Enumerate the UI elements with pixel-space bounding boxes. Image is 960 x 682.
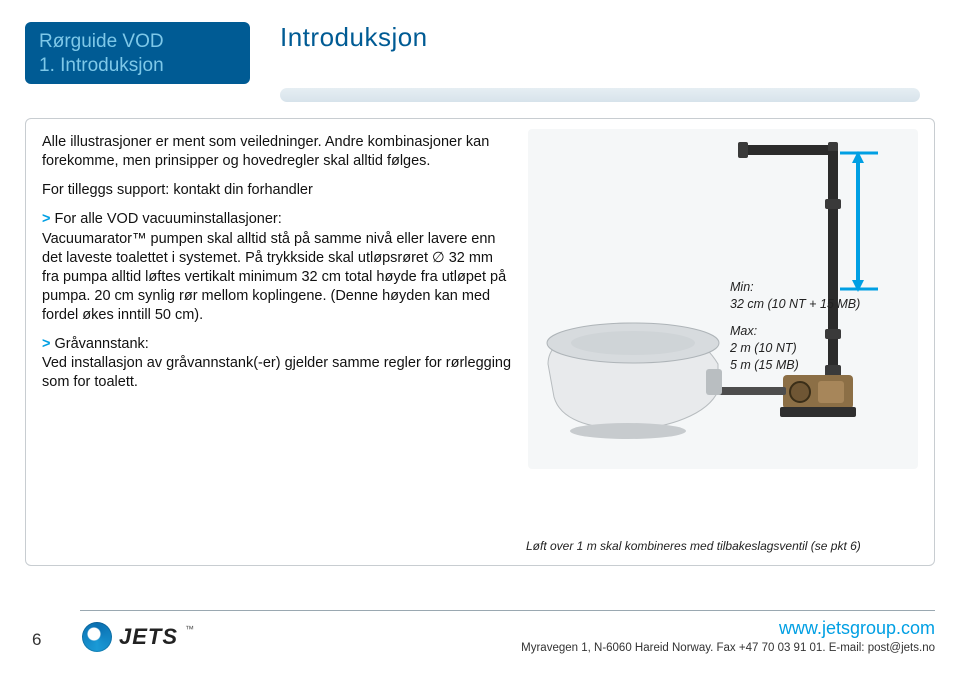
toilet-icon bbox=[547, 323, 722, 439]
page-number: 6 bbox=[32, 630, 41, 650]
logo-tm: ™ bbox=[185, 624, 194, 634]
header-tab: Rørguide VOD 1. Introduksjon bbox=[25, 22, 250, 84]
bullet-2-lead: Gråvannstank: bbox=[55, 336, 149, 352]
pump-icon bbox=[716, 375, 856, 417]
bullet-1-lead: For alle VOD vacuuminstallasjoner: bbox=[55, 211, 282, 227]
bullet-1: > For alle VOD vacuuminstallasjoner: Vac… bbox=[42, 210, 512, 325]
intro-para-1: Alle illustrasjoner er ment som veiledni… bbox=[42, 133, 512, 171]
footer-rule bbox=[80, 610, 935, 611]
max-label: Max: bbox=[730, 323, 900, 340]
logo-swirl-icon bbox=[82, 622, 112, 652]
site-url: www.jetsgroup.com bbox=[779, 618, 935, 639]
bullet-1-text: Vacuumarator™ pumpen skal alltid stå på … bbox=[42, 231, 506, 324]
text-column: Alle illustrasjoner er ment som veiledni… bbox=[42, 133, 512, 403]
logo-text: JETS bbox=[119, 624, 178, 650]
bullet-2: > Gråvannstank: Ved installasjon av gråv… bbox=[42, 335, 512, 392]
tab-line1: Rørguide VOD bbox=[39, 30, 236, 54]
max-value-2: 5 m (15 MB) bbox=[730, 357, 900, 374]
installation-diagram: Min: 32 cm (10 NT + 15 MB) Max: 2 m (10 … bbox=[528, 129, 918, 469]
height-arrow-icon bbox=[840, 151, 878, 292]
min-label: Min: bbox=[730, 279, 900, 296]
tab-line2: 1. Introduksjon bbox=[39, 54, 236, 78]
intro-para-2: For tilleggs support: kontakt din forhan… bbox=[42, 181, 512, 200]
main-card: Alle illustrasjoner er ment som veiledni… bbox=[25, 118, 935, 566]
jets-logo: JETS ™ bbox=[82, 622, 194, 652]
site-address: Myravegen 1, N-6060 Hareid Norway. Fax +… bbox=[521, 642, 935, 654]
section-title: Introduksjon bbox=[280, 22, 428, 53]
title-underline bbox=[280, 88, 920, 102]
min-value: 32 cm (10 NT + 15 MB) bbox=[730, 296, 900, 313]
chevron-icon: > bbox=[42, 336, 50, 352]
footnote: Løft over 1 m skal kombineres med tilbak… bbox=[526, 539, 861, 553]
chevron-icon: > bbox=[42, 211, 50, 227]
bullet-2-text: Ved installasjon av gråvannstank(-er) gj… bbox=[42, 355, 511, 390]
spec-box: Min: 32 cm (10 NT + 15 MB) Max: 2 m (10 … bbox=[730, 279, 900, 373]
max-value-1: 2 m (10 NT) bbox=[730, 340, 900, 357]
